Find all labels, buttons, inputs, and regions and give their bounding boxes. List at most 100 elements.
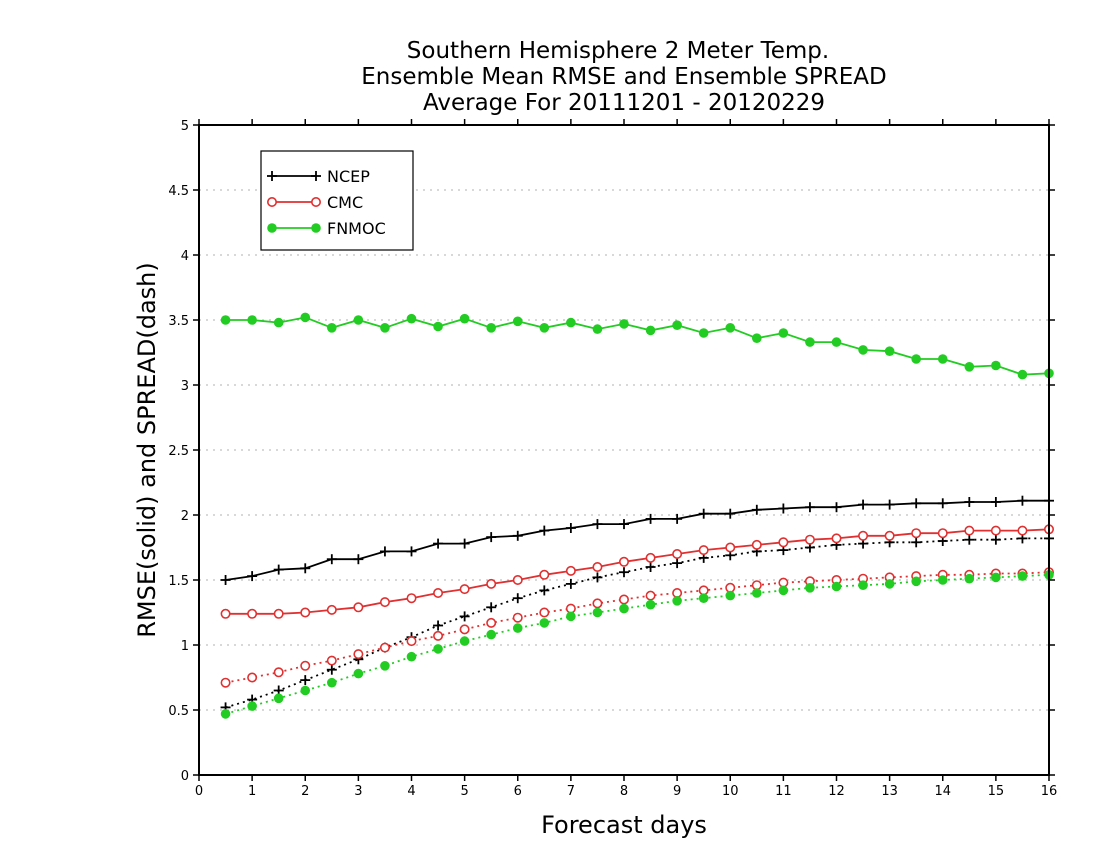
fnmoc-rmse-point [300,312,311,323]
fnmoc-spread-point [884,579,895,589]
cmc-rmse-line [225,528,1050,615]
cmc-spread-point [512,612,523,623]
x-tick-label: 7 [567,784,575,799]
ncep-spread-line [225,537,1049,709]
fnmoc-rmse-line [225,316,1050,376]
ncep-rmse-point [911,498,922,509]
y-tick-label: 1.5 [168,574,189,589]
axis-ticks [193,119,1055,781]
cmc-spread-point [273,667,284,678]
fnmoc-spread-point [380,661,390,671]
x-tick-label: 6 [514,784,522,799]
y-tick-label: 5 [181,119,189,134]
fnmoc-spread-point [539,618,550,628]
ncep-spread-point [459,611,470,622]
cmc-rmse-point [937,528,948,539]
fnmoc-rmse-point [353,315,364,325]
ncep-rmse-point [592,519,603,530]
cmc-spread-point [220,677,231,688]
x-tick-label: 3 [354,784,362,799]
ncep-rmse-point [725,508,736,519]
cmc-rmse-point [751,539,762,550]
ncep-spread-point [539,585,550,596]
cmc-spread-point [326,655,337,666]
ncep-spread-point [619,567,629,578]
y-tick-label: 3.5 [168,314,189,329]
cmc-spread-markers [220,567,1055,688]
fnmoc-spread-point [353,668,364,679]
fnmoc-spread-point [991,572,1001,583]
fnmoc-spread-point [778,585,789,596]
fnmoc-rmse-point [911,354,921,364]
fnmoc-spread-point [406,651,417,662]
ncep-rmse-point [247,571,258,582]
chart-title-line-3: Average For 20111201 - 20120229 [423,90,825,116]
ncep-spread-point [433,620,444,631]
fnmoc-spread-point [937,575,948,585]
cmc-rmse-point [964,525,975,536]
x-tick-label: 5 [460,784,468,799]
ncep-rmse-point [884,499,895,510]
legend-marker-left-fnmoc [267,223,277,233]
legend-marker-right-cmc [310,197,321,208]
ncep-rmse-point [804,502,815,513]
ncep-rmse-point [406,546,417,557]
fnmoc-rmse-point [247,315,257,325]
ncep-spread-point [672,558,683,569]
chart-title-line-1: Southern Hemisphere 2 Meter Temp. [407,38,829,64]
y-tick-label: 2.5 [168,444,189,459]
fnmoc-rmse-point [858,345,868,355]
y-tick-label: 0 [181,769,189,784]
fnmoc-spread-point [752,588,762,598]
fnmoc-spread-point [300,685,311,696]
legend-label-fnmoc: FNMOC [327,219,386,238]
cmc-rmse-point [725,542,736,553]
y-tick-label: 2 [181,509,189,524]
cmc-spread-point [247,672,258,683]
fnmoc-rmse-point [991,360,1001,371]
fnmoc-spread-point [672,596,682,606]
ncep-spread-point [592,572,603,583]
fnmoc-spread-point [512,623,523,633]
fnmoc-rmse-point [937,354,948,364]
cmc-rmse-point [911,528,922,539]
cmc-spread-point [406,636,417,647]
cmc-rmse-point [672,548,683,559]
x-tick-label: 16 [1041,784,1058,799]
ncep-rmse-point [751,504,762,515]
cmc-rmse-point [884,530,895,541]
ncep-spread-point [300,675,311,686]
fnmoc-spread-point [858,580,868,590]
ncep-rmse-point [300,563,311,574]
ncep-rmse-point [220,575,231,585]
fnmoc-rmse-point [406,313,417,324]
fnmoc-rmse-point [964,362,975,372]
fnmoc-rmse-point [672,320,682,331]
cmc-rmse-point [698,545,709,556]
cmc-rmse-point [565,565,576,576]
y-tick-label: 0.5 [168,704,189,719]
fnmoc-rmse-point [752,333,762,344]
ncep-rmse-point [964,497,975,507]
fnmoc-spread-point [911,576,921,587]
cmc-rmse-point [592,561,603,572]
cmc-rmse-point [220,608,231,619]
x-tick-label: 4 [407,784,415,799]
ncep-rmse-point [539,525,550,536]
cmc-spread-point [698,585,709,596]
fnmoc-rmse-point [778,328,789,338]
legend-item-ncep: NCEP [267,167,370,186]
x-tick-label: 15 [988,784,1005,799]
fnmoc-rmse-point [512,316,523,327]
cmc-rmse-point [831,533,842,544]
x-tick-label: 11 [775,784,792,799]
ncep-rmse-point [672,513,683,524]
fnmoc-rmse-point [884,346,895,357]
x-tick-label: 1 [248,784,256,799]
cmc-rmse-point [486,578,497,589]
fnmoc-spread-point [592,607,603,618]
y-axis-label: RMSE(solid) and SPREAD(dash) [133,262,161,638]
fnmoc-rmse-point [805,337,815,347]
ncep-rmse-point [990,497,1001,507]
